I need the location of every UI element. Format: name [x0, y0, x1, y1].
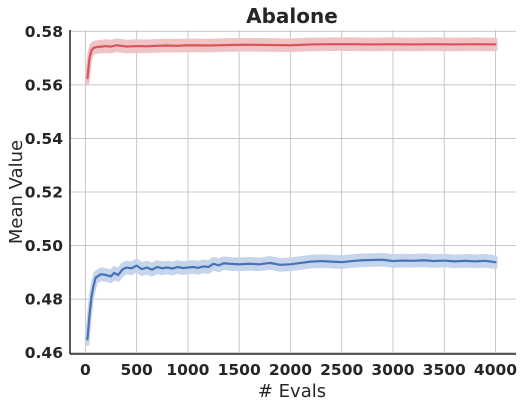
series-lines — [86, 43, 497, 341]
y-tick-label: 0.50 — [25, 237, 63, 255]
series-2-confidence-band — [85, 252, 498, 347]
y-tick-label: 0.48 — [25, 291, 63, 309]
x-tick-label: 1500 — [218, 361, 261, 379]
series-1-line — [86, 43, 497, 80]
x-tick-label: 1000 — [166, 361, 209, 379]
x-tick-label: 3000 — [371, 361, 414, 379]
y-tick-label: 0.46 — [25, 344, 63, 362]
chart-title: Abalone — [246, 4, 338, 28]
series-2-line — [86, 258, 497, 341]
x-tick-label: 0 — [80, 361, 91, 379]
y-tick-label: 0.52 — [25, 184, 63, 202]
x-tick-label: 2500 — [320, 361, 363, 379]
x-tick-label: 2000 — [269, 361, 312, 379]
grid — [70, 30, 516, 354]
y-tick-label: 0.56 — [25, 76, 63, 94]
x-tick-labels: 0 500 1000 1500 2000 2500 3000 3500 4000 — [80, 361, 517, 379]
y-tick-label: 0.58 — [25, 23, 63, 41]
x-axis-label: # Evals — [258, 381, 326, 402]
y-axis-label: Mean Value — [6, 140, 27, 244]
x-tick-label: 500 — [120, 361, 153, 379]
x-tick-label: 4000 — [474, 361, 517, 379]
y-tick-label: 0.54 — [25, 130, 63, 148]
x-tick-label: 3500 — [423, 361, 466, 379]
y-tick-labels: 0.46 0.48 0.50 0.52 0.54 0.56 0.58 — [25, 23, 63, 362]
